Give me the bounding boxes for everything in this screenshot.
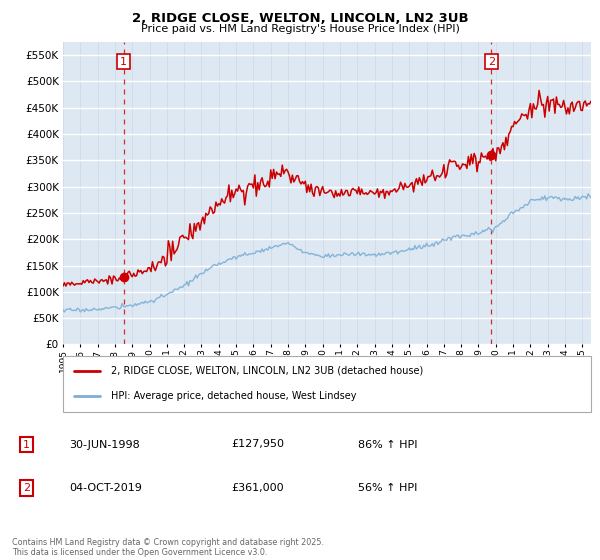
Text: 2, RIDGE CLOSE, WELTON, LINCOLN, LN2 3UB: 2, RIDGE CLOSE, WELTON, LINCOLN, LN2 3UB — [131, 12, 469, 25]
Text: £361,000: £361,000 — [231, 483, 284, 493]
Text: 2: 2 — [23, 483, 30, 493]
Text: 56% ↑ HPI: 56% ↑ HPI — [358, 483, 417, 493]
Text: 86% ↑ HPI: 86% ↑ HPI — [358, 440, 417, 450]
Text: Price paid vs. HM Land Registry's House Price Index (HPI): Price paid vs. HM Land Registry's House … — [140, 24, 460, 34]
Text: 1: 1 — [120, 57, 127, 67]
Text: 04-OCT-2019: 04-OCT-2019 — [70, 483, 142, 493]
Text: HPI: Average price, detached house, West Lindsey: HPI: Average price, detached house, West… — [110, 391, 356, 402]
Text: £127,950: £127,950 — [231, 440, 284, 450]
Text: Contains HM Land Registry data © Crown copyright and database right 2025.
This d: Contains HM Land Registry data © Crown c… — [12, 538, 324, 557]
Text: 2, RIDGE CLOSE, WELTON, LINCOLN, LN2 3UB (detached house): 2, RIDGE CLOSE, WELTON, LINCOLN, LN2 3UB… — [110, 366, 423, 376]
Text: 30-JUN-1998: 30-JUN-1998 — [70, 440, 140, 450]
Text: 1: 1 — [23, 440, 30, 450]
Text: 2: 2 — [488, 57, 495, 67]
